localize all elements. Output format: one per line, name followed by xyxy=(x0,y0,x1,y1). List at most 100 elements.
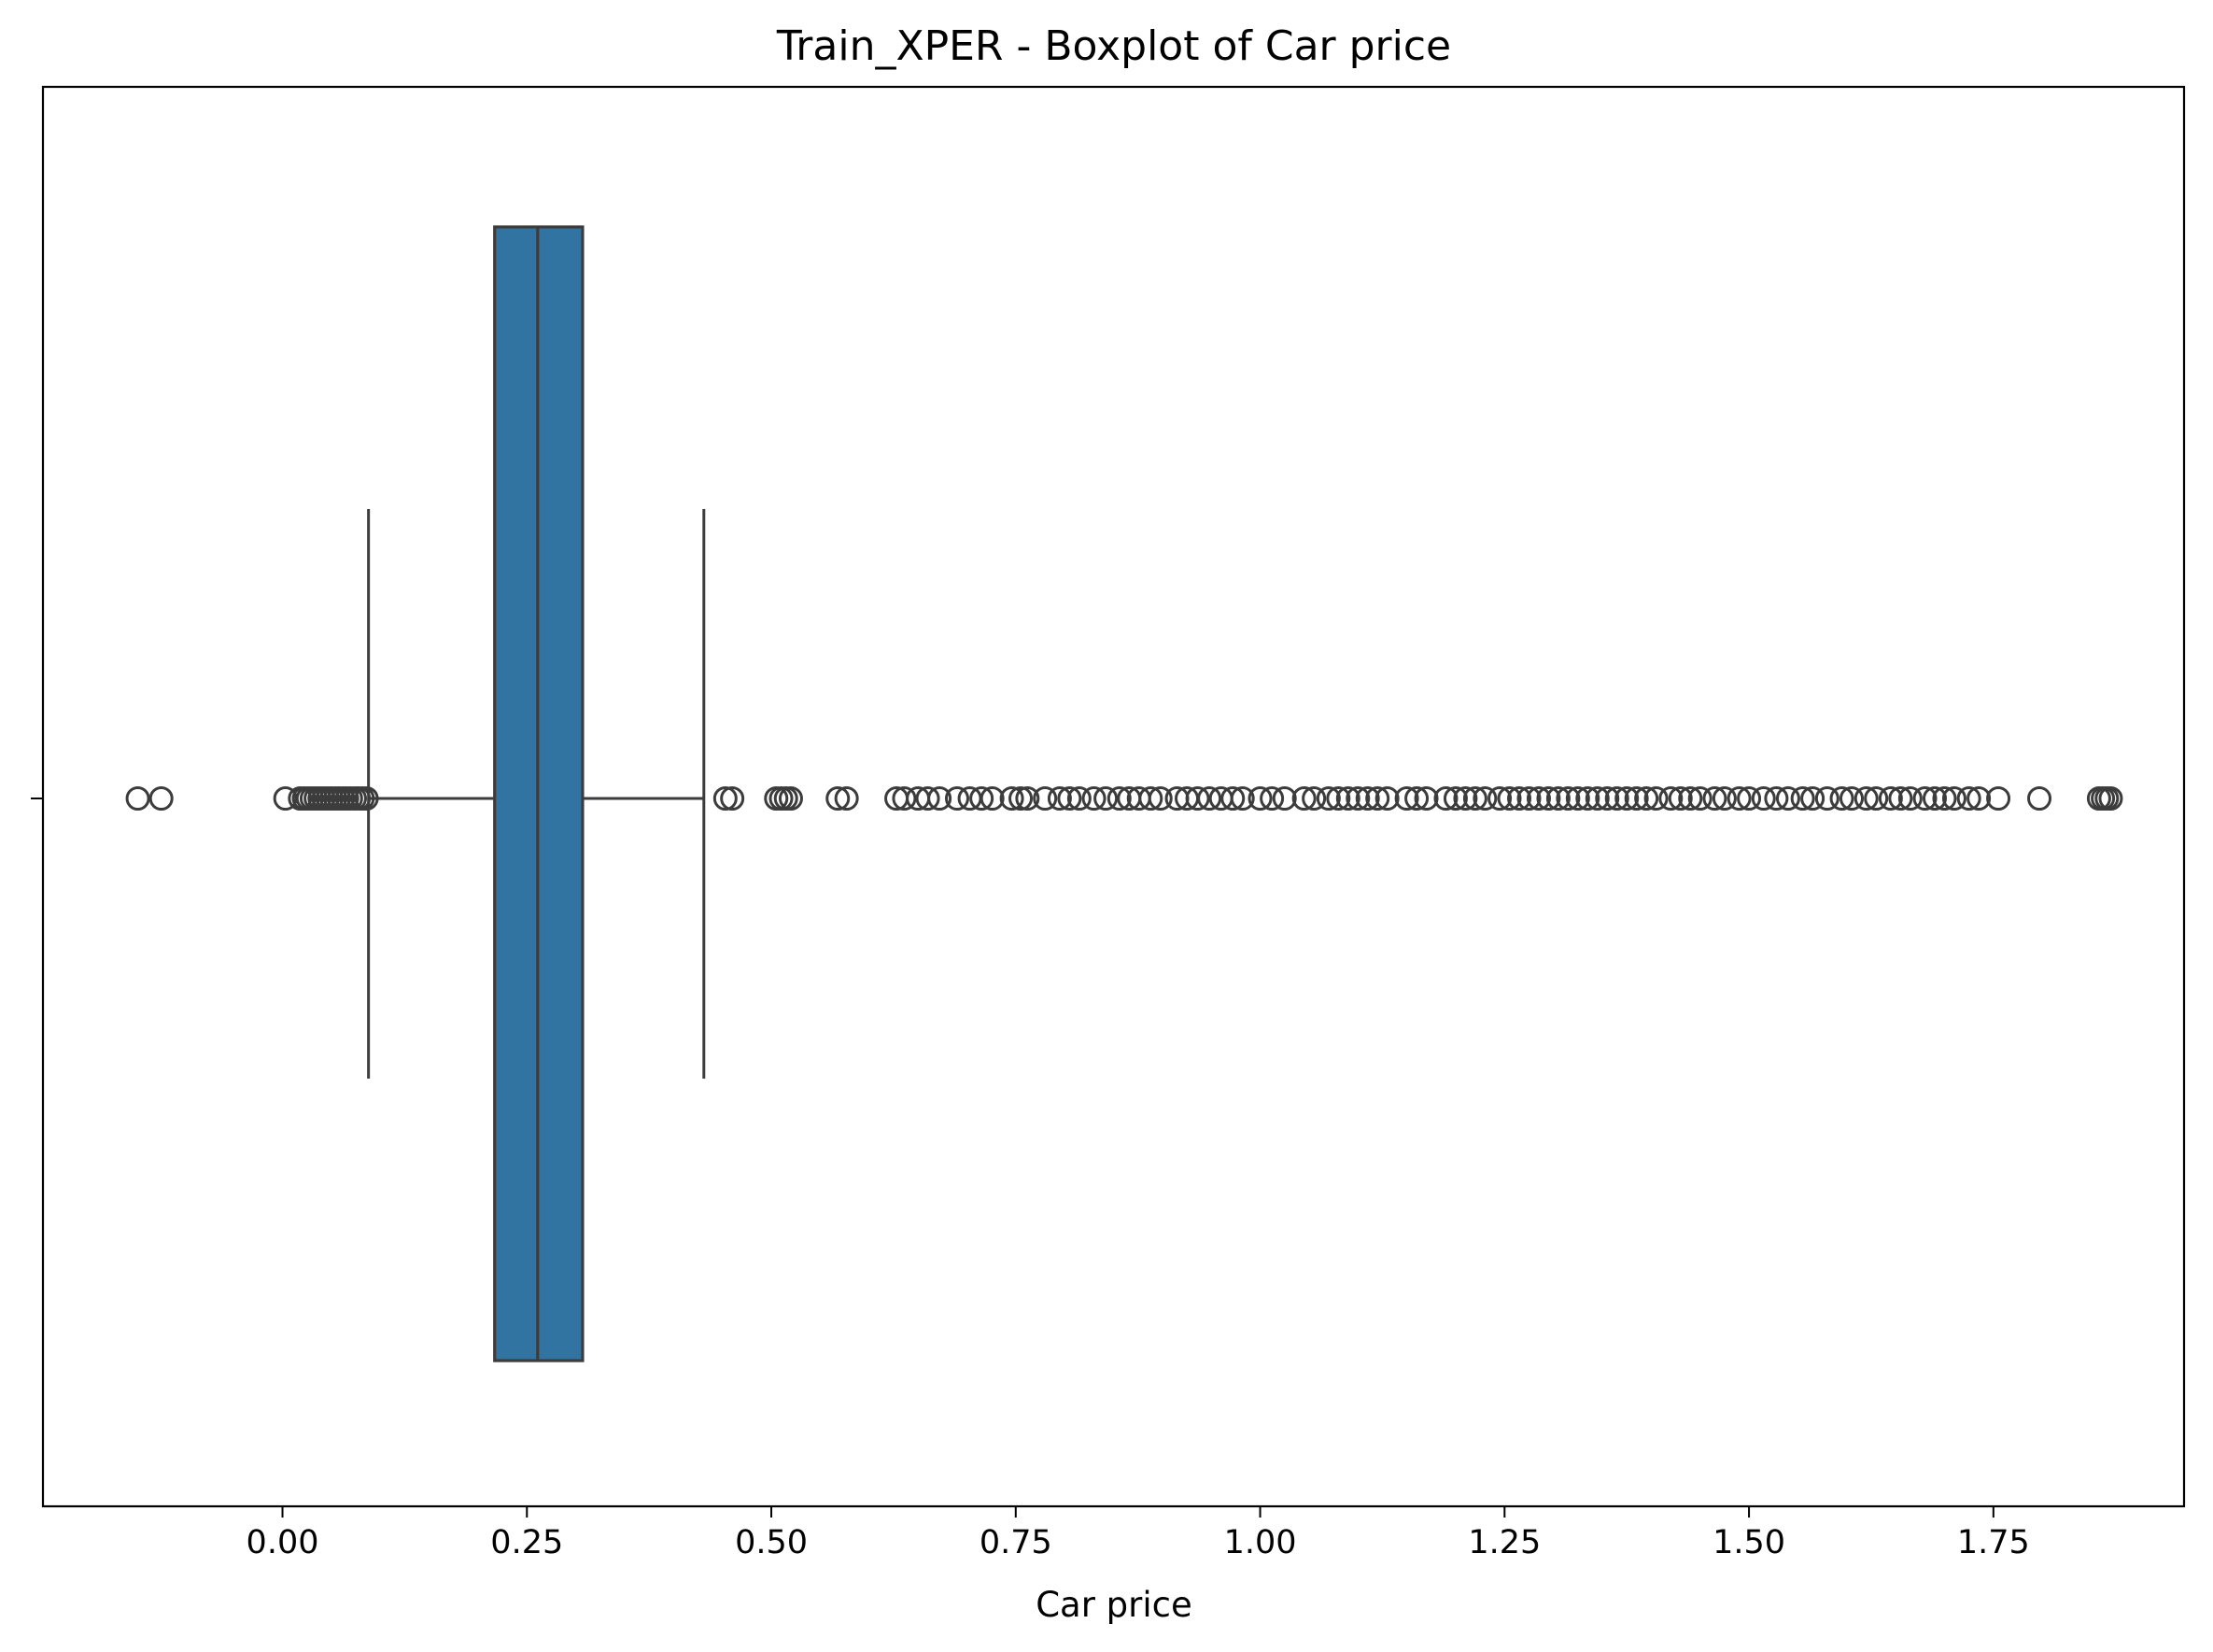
outlier-point xyxy=(1047,786,1072,811)
outlier-point xyxy=(1897,786,1923,811)
plot-area xyxy=(125,225,2123,1363)
outlier-point xyxy=(1374,786,1400,811)
outlier-point xyxy=(1247,786,1273,811)
outlier-point xyxy=(1565,786,1590,811)
outlier-point xyxy=(1864,786,1889,811)
outlier-point xyxy=(915,786,940,811)
outlier-point xyxy=(1712,786,1737,811)
outlier-point xyxy=(1106,786,1132,811)
outlier-point xyxy=(1526,786,1551,811)
outlier-point xyxy=(1414,786,1439,811)
outlier-point xyxy=(1138,786,1163,811)
outlier-point xyxy=(1335,786,1360,811)
x-tick-label: 0.75 xyxy=(980,1524,1052,1561)
outlier-point xyxy=(1302,786,1327,811)
outlier-point xyxy=(1800,786,1825,811)
outlier-point xyxy=(1658,786,1684,811)
outlier-point xyxy=(1015,786,1040,811)
plot-frame xyxy=(41,85,2186,1508)
outlier-point xyxy=(712,786,738,811)
outlier-point xyxy=(1956,786,1981,811)
outlier-point xyxy=(1966,786,1992,811)
outlier-point xyxy=(1365,786,1390,811)
outlier-point xyxy=(980,786,1005,811)
outlier-point xyxy=(1737,786,1762,811)
outlier-point xyxy=(834,786,859,811)
outlier-point xyxy=(1643,786,1669,811)
outlier-point xyxy=(1932,786,1957,811)
outlier-point xyxy=(1326,786,1351,811)
outlier-point xyxy=(1702,786,1727,811)
outlier-point xyxy=(1878,786,1903,811)
outlier-point xyxy=(1220,786,1246,811)
outlier-point xyxy=(1614,786,1640,811)
outlier-point xyxy=(969,786,994,811)
outlier-point xyxy=(1033,786,1058,811)
x-axis-label: Car price xyxy=(1036,1585,1192,1625)
outlier-point xyxy=(1093,786,1119,811)
outlier-point xyxy=(1829,786,1854,811)
outlier-point xyxy=(1355,786,1380,811)
outlier-point xyxy=(148,786,174,811)
outlier-point xyxy=(1473,786,1498,811)
outlier-point xyxy=(1185,786,1210,811)
outlier-point xyxy=(1066,786,1092,811)
outlier-point xyxy=(1057,786,1082,811)
outlier-point xyxy=(1668,786,1693,811)
outlier-point xyxy=(999,786,1024,811)
outlier-point xyxy=(1986,786,2011,811)
outlier-point xyxy=(892,786,917,811)
outlier-point xyxy=(1497,786,1522,811)
outlier-point xyxy=(1854,786,1879,811)
outlier-point xyxy=(1081,786,1106,811)
outlier-point xyxy=(1545,786,1571,811)
outlier-point xyxy=(1197,786,1222,811)
outlier-point xyxy=(1839,786,1865,811)
outlier-point xyxy=(1272,786,1297,811)
outlier-point xyxy=(778,786,803,811)
outlier-point xyxy=(1516,786,1542,811)
outlier-point xyxy=(1764,786,1789,811)
outlier-point xyxy=(1443,786,1468,811)
outlier-point xyxy=(1462,786,1487,811)
x-tick-label: 1.00 xyxy=(1224,1524,1297,1561)
outlier-point xyxy=(1888,786,1913,811)
outlier-point xyxy=(1604,786,1629,811)
outlier-point xyxy=(1790,786,1815,811)
outlier-point xyxy=(825,786,851,811)
outlier-point xyxy=(1433,786,1459,811)
outlier-point xyxy=(1624,786,1649,811)
outlier-point xyxy=(1775,786,1800,811)
outlier-point xyxy=(1912,786,1938,811)
outlier-point xyxy=(1230,786,1255,811)
outlier-point xyxy=(1148,786,1173,811)
outlier-point xyxy=(944,786,969,811)
outlier-point xyxy=(1727,786,1752,811)
x-tick-label: 0.50 xyxy=(735,1524,808,1561)
outlier-point xyxy=(1575,786,1600,811)
outlier-point xyxy=(1008,786,1034,811)
outlier-point xyxy=(1536,786,1561,811)
outlier-point xyxy=(1634,786,1659,811)
outlier-point xyxy=(2027,786,2052,811)
outlier-point xyxy=(2098,786,2123,811)
outlier-point xyxy=(927,786,952,811)
outlier-point xyxy=(1814,786,1839,811)
outlier-point xyxy=(1260,786,1285,811)
outlier-point xyxy=(1291,786,1317,811)
outlier-point xyxy=(1394,786,1419,811)
x-tick-label: 1.75 xyxy=(1957,1524,2030,1561)
outlier-point xyxy=(1751,786,1776,811)
outlier-point xyxy=(1556,786,1581,811)
outlier-point xyxy=(1595,786,1620,811)
outlier-point xyxy=(1585,786,1610,811)
outlier-point xyxy=(1941,786,1966,811)
x-tick-label: 1.25 xyxy=(1468,1524,1541,1561)
x-tick-label: 1.50 xyxy=(1713,1524,1785,1561)
outlier-point xyxy=(1346,786,1371,811)
chart-title: Train_XPER - Boxplot of Car price xyxy=(776,22,1451,70)
outlier-point xyxy=(1404,786,1430,811)
outlier-point xyxy=(720,786,745,811)
outlier-point xyxy=(1507,786,1532,811)
